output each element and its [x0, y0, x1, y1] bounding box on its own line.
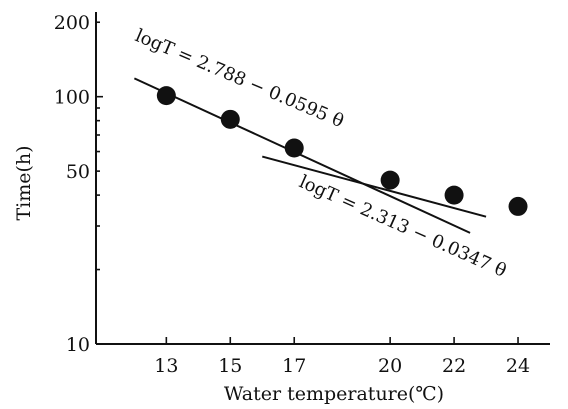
- data-point: [380, 170, 400, 190]
- y-tick-label: 200: [54, 12, 90, 34]
- data-point: [220, 109, 240, 129]
- x-tick-label: 24: [506, 355, 530, 377]
- x-tick-label: 22: [442, 355, 466, 377]
- data-point: [284, 138, 304, 158]
- x-tick-label: 13: [154, 355, 178, 377]
- data-point: [508, 196, 528, 216]
- y-tick-label: 50: [66, 161, 90, 183]
- x-axis-title: Water temperature(℃): [224, 383, 444, 405]
- y-axis-title: Time(h): [13, 145, 35, 220]
- axes: [95, 12, 550, 345]
- fit-line-2: [261, 155, 487, 218]
- y-tick-label: 100: [54, 87, 90, 109]
- y-tick-label: 10: [66, 334, 90, 356]
- x-tick-label: 20: [378, 355, 402, 377]
- data-points: [156, 86, 528, 216]
- fit-equation-1: logT = 2.788 − 0.0595 θ: [132, 25, 347, 132]
- x-tick-label: 17: [282, 355, 306, 377]
- fit-equation-2: logT = 2.313 − 0.0347 θ: [296, 171, 509, 281]
- data-point: [444, 185, 464, 205]
- fit-lines: [133, 77, 487, 234]
- fit-line-1: [133, 77, 471, 234]
- x-tick-label: 15: [218, 355, 242, 377]
- data-point: [156, 86, 176, 106]
